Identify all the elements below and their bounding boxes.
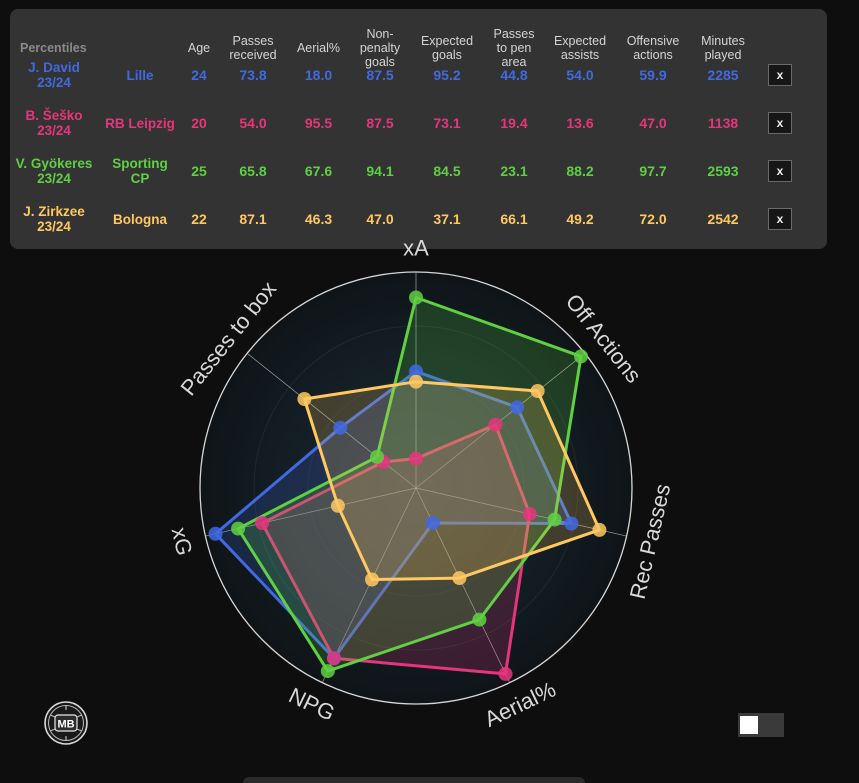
data-point[interactable] [330, 498, 345, 513]
team-name: RB Leipzig [105, 115, 175, 131]
data-point[interactable] [255, 516, 270, 531]
team-name: Sporting CP [112, 156, 168, 186]
stat-value: 13.6 [566, 114, 594, 131]
data-point[interactable] [208, 526, 223, 541]
axis-label: xA [403, 236, 429, 261]
stat-value: 67.6 [304, 162, 333, 179]
stat-value: 1138 [707, 114, 739, 131]
stat-value: 73.1 [433, 114, 461, 131]
header-passes-received: Passes received [229, 34, 277, 62]
stat-value: 88.2 [566, 162, 594, 179]
stat-value: 2593 [707, 162, 739, 179]
stat-value: 87.5 [366, 114, 394, 131]
data-point[interactable] [472, 612, 487, 627]
stat-value: 22 [191, 210, 207, 227]
stat-value: 47.0 [366, 210, 394, 227]
player-name: J. Zirkzee 23/24 [23, 204, 85, 234]
header-age: Age [187, 41, 211, 55]
toggle-knob[interactable] [740, 716, 758, 734]
data-point[interactable] [370, 449, 384, 464]
stat-value: 49.2 [566, 210, 594, 227]
mb-logo: MB [44, 701, 88, 745]
stat-value: 2285 [707, 66, 739, 83]
data-point[interactable] [297, 392, 312, 406]
stat-value: 19.4 [500, 114, 528, 131]
radar-spoke [415, 487, 627, 537]
stat-value: 87.5 [366, 66, 394, 83]
stat-value: 44.8 [500, 66, 528, 83]
axis-label: xG [167, 525, 198, 558]
data-point[interactable] [522, 507, 537, 521]
data-point[interactable] [365, 572, 379, 587]
header-aerial: Aerial% [296, 41, 341, 55]
stat-value: 97.7 [639, 162, 667, 179]
stat-value: 73.8 [239, 66, 267, 83]
header-xa: Expected assists [553, 34, 607, 62]
stat-value: 95.2 [433, 66, 461, 83]
player-name: J. David 23/24 [28, 60, 80, 90]
data-point[interactable] [547, 512, 562, 527]
stat-value: 59.9 [639, 66, 667, 83]
logo-text: MB [57, 719, 74, 731]
data-point[interactable] [574, 349, 588, 364]
remove-player-button[interactable]: x [768, 112, 792, 134]
data-point[interactable] [425, 516, 440, 530]
stat-value: 46.3 [304, 210, 333, 227]
header-passes-pen-area: Passes to pen area [493, 27, 535, 69]
header-minutes: Minutes played [701, 34, 745, 62]
series-area [236, 296, 583, 673]
stat-value: 95.5 [304, 114, 333, 131]
data-point[interactable] [333, 420, 348, 435]
series-area [260, 423, 532, 676]
data-point[interactable] [452, 571, 467, 586]
stat-value: 54.0 [566, 66, 594, 83]
data-point[interactable] [327, 651, 341, 666]
stat-value: 25 [191, 162, 207, 179]
remove-player-button[interactable]: x [768, 208, 792, 230]
stat-value: 87.1 [239, 210, 267, 227]
stat-value: 24 [191, 66, 207, 83]
series-area [302, 380, 601, 581]
data-point[interactable] [409, 290, 423, 305]
data-point[interactable] [409, 364, 423, 379]
data-point[interactable] [320, 664, 335, 679]
header-npg: Non-penalty goals [359, 27, 401, 69]
stat-value: 47.0 [639, 114, 667, 131]
data-point[interactable] [498, 666, 513, 681]
bottom-panel-edge [243, 777, 585, 783]
data-point[interactable] [564, 516, 579, 531]
axis-label: NPG [285, 683, 339, 726]
data-point[interactable] [409, 374, 423, 389]
stat-value: 94.1 [366, 162, 394, 179]
header-off-actions: Offensive actions [626, 34, 680, 62]
remove-player-button[interactable]: x [768, 64, 792, 86]
stat-value: 20 [191, 114, 207, 131]
stat-value: 84.5 [433, 162, 461, 179]
stat-value: 18.0 [304, 66, 333, 83]
stat-value: 23.1 [500, 162, 528, 179]
data-point[interactable] [510, 400, 525, 415]
stat-value: 54.0 [239, 114, 267, 131]
data-point[interactable] [530, 384, 545, 398]
theme-toggle[interactable] [738, 713, 784, 737]
stat-value: 66.1 [500, 210, 528, 227]
data-point[interactable] [231, 521, 246, 536]
data-point[interactable] [488, 417, 503, 432]
stat-value: 72.0 [639, 210, 667, 227]
stat-value: 65.8 [239, 162, 267, 179]
data-point[interactable] [592, 522, 607, 537]
remove-player-button[interactable]: x [768, 160, 792, 182]
data-point[interactable] [409, 451, 423, 466]
stat-value: 2542 [707, 210, 739, 227]
percentile-table: Percentiles Age Passes received Aerial% … [10, 9, 827, 249]
stat-value: 37.1 [433, 210, 461, 227]
team-name: Lille [126, 67, 154, 83]
table-title: Percentiles [20, 41, 87, 55]
player-name: B. Šeško 23/24 [25, 108, 83, 138]
team-name: Bologna [113, 211, 167, 227]
player-name: V. Gyökeres 23/24 [15, 156, 93, 186]
header-xg: Expected goals [420, 34, 474, 62]
